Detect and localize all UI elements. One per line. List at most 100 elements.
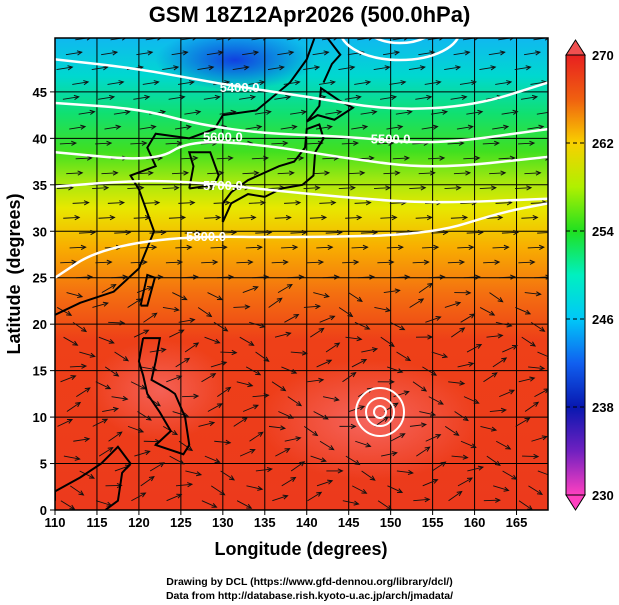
y-axis-ticks: 0 5 10 15 20 25 30 35 40 45	[33, 85, 55, 518]
x-tick-label: 120	[128, 515, 150, 530]
streamline-segment	[133, 96, 150, 100]
streamline-segment	[390, 433, 405, 442]
height-contour-line	[55, 58, 548, 110]
streamline-segment	[280, 126, 297, 130]
streamline-arrow	[299, 461, 306, 467]
streamline-segment	[425, 316, 441, 323]
streamline-arrow	[259, 80, 266, 86]
streamline-segment	[57, 419, 73, 427]
streamline-segment	[348, 172, 365, 175]
streamline-segment	[518, 142, 535, 145]
streamline-arrow	[176, 140, 183, 146]
streamline-segment	[60, 500, 75, 510]
streamline-segment	[431, 111, 447, 115]
streamline-segment	[486, 216, 503, 219]
streamline-arrow	[116, 482, 123, 489]
streamline-arrow	[90, 229, 97, 236]
streamline-segment	[479, 187, 496, 189]
warm-anomaly-east	[260, 360, 480, 480]
streamline-arrow	[151, 244, 158, 250]
streamline-arrow	[491, 372, 498, 378]
y-tick-label: 0	[40, 503, 47, 518]
streamline-segment	[348, 292, 363, 302]
streamline-arrow	[222, 326, 229, 332]
streamline-segment	[312, 172, 329, 175]
streamline-arrow	[113, 371, 120, 377]
streamline-segment	[92, 302, 108, 308]
streamline-arrow	[208, 185, 215, 191]
streamline-arrow	[244, 304, 251, 310]
streamline-segment	[479, 66, 496, 71]
streamline-arrow	[185, 124, 192, 130]
streamline-segment	[498, 276, 515, 279]
streamline-segment	[171, 51, 188, 56]
streamline-arrow	[503, 486, 510, 492]
streamline-segment	[459, 81, 476, 85]
streamline-segment	[210, 485, 225, 496]
streamline-arrow	[214, 94, 221, 101]
streamline-segment	[60, 375, 76, 383]
streamline-segment	[207, 403, 223, 412]
streamline-arrow	[369, 274, 376, 280]
streamline-segment	[396, 351, 411, 361]
streamline-segment	[528, 485, 543, 495]
streamline-segment	[206, 51, 223, 56]
streamline-segment	[136, 172, 153, 175]
streamline-segment	[287, 157, 304, 160]
streamline-arrow	[69, 504, 76, 510]
streamline-segment	[245, 246, 262, 249]
streamline-arrow	[511, 474, 518, 480]
streamline-arrow	[84, 387, 91, 393]
streamline-arrow	[561, 420, 566, 424]
streamline-segment	[201, 373, 216, 383]
streamline-segment	[457, 246, 474, 249]
streamline-segment	[284, 202, 301, 204]
streamline-arrow	[195, 229, 202, 236]
streamline-segment	[316, 246, 333, 249]
streamline-arrow	[349, 65, 356, 71]
streamline-segment	[521, 336, 536, 347]
streamline-segment	[551, 421, 566, 426]
streamline-segment	[408, 66, 425, 71]
streamline-arrow	[336, 109, 343, 115]
streamline-arrow	[350, 371, 357, 378]
streamline-arrow	[391, 215, 398, 221]
streamline-arrow	[295, 200, 302, 206]
height-contour-label: 5800.0	[186, 229, 226, 244]
streamline-segment	[95, 261, 112, 264]
streamline-segment	[338, 307, 353, 317]
streamline-segment	[166, 494, 182, 502]
streamline-segment	[450, 216, 467, 219]
streamline-arrow	[467, 124, 474, 130]
colorbar-min-arrow	[565, 494, 586, 511]
streamline-segment	[309, 216, 326, 219]
streamline-arrow	[362, 124, 369, 130]
streamline-segment	[168, 96, 185, 100]
streamline-segment	[275, 448, 290, 457]
streamline-segment	[413, 498, 430, 502]
streamline-segment	[70, 485, 84, 496]
streamline-arrow	[493, 140, 500, 146]
streamline-segment	[134, 450, 150, 457]
streamline-arrow	[192, 155, 199, 161]
streamline-segment	[422, 366, 437, 376]
streamline-arrow	[424, 497, 431, 503]
streamline-segment	[182, 395, 199, 398]
streamline-segment	[101, 51, 118, 56]
streamline-segment	[524, 51, 540, 56]
streamline-arrow	[536, 489, 543, 495]
streamline-segment	[213, 321, 228, 332]
streamline-segment	[412, 381, 427, 392]
streamline-arrow	[124, 109, 131, 115]
streamline-segment	[425, 434, 441, 442]
streamline-segment	[480, 425, 497, 431]
streamline-arrow	[228, 475, 235, 481]
streamline-arrow	[352, 140, 359, 146]
streamline-segment	[184, 231, 201, 234]
streamline-arrow	[392, 402, 399, 408]
streamline-arrow	[500, 407, 507, 413]
streamline-segment	[283, 81, 300, 85]
colorbar-tick-label: 246	[592, 312, 614, 327]
streamline-arrow	[458, 140, 465, 146]
streamline-segment	[72, 321, 87, 332]
